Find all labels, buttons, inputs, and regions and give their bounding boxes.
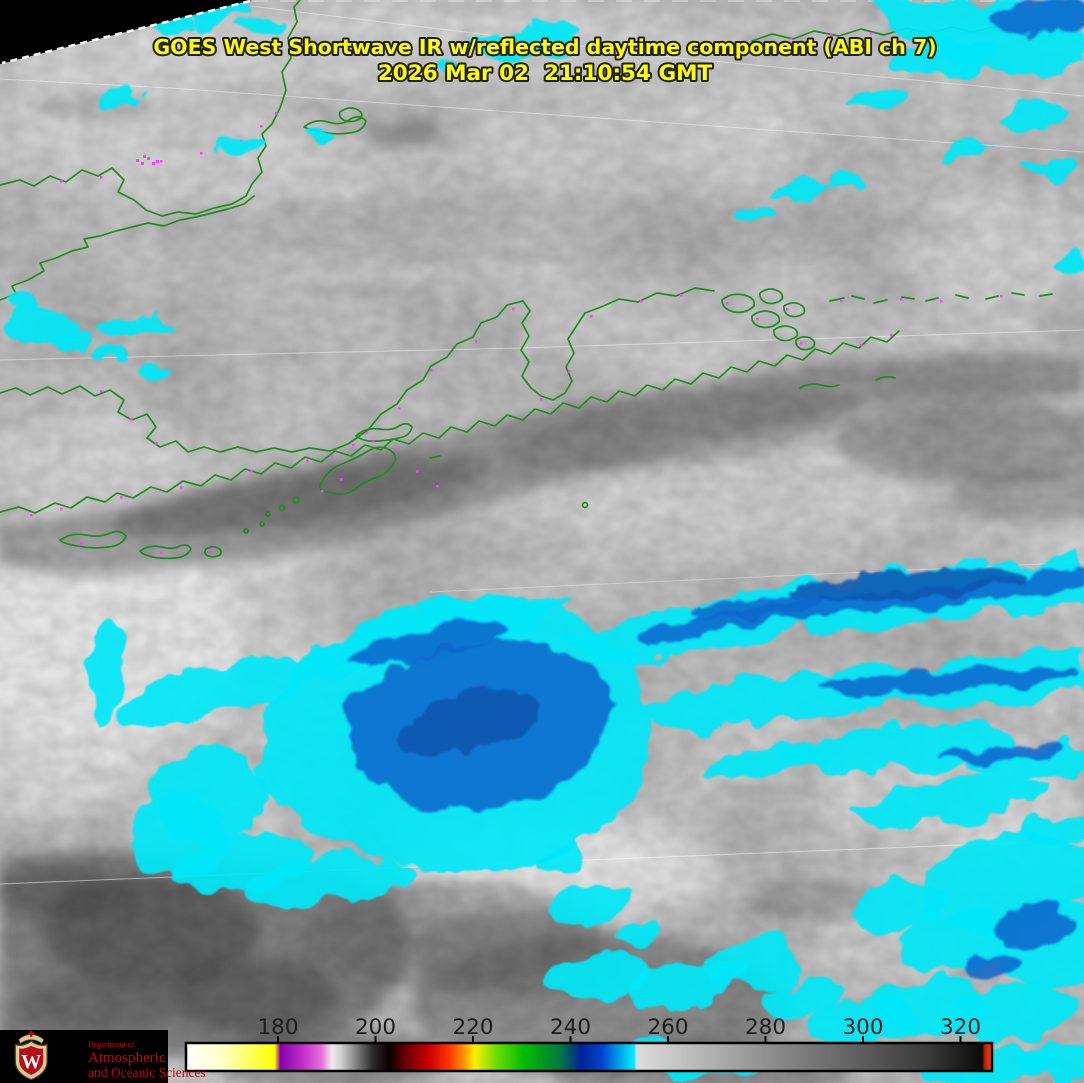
crest-inner-shield xyxy=(18,1044,45,1077)
coldest-cloud-blue-layer xyxy=(348,0,1084,980)
coastline-nw-mainland xyxy=(0,0,301,217)
coastline-southcentral xyxy=(584,287,715,314)
colorbar-tick-label: 200 xyxy=(355,1015,396,1040)
coastline-sw-islands xyxy=(59,530,127,549)
coastline-kodiak xyxy=(319,446,397,495)
coastline-island-dashes xyxy=(829,292,1053,304)
colorbar-tick-labels: 180 200 220 240 260 280 300 320 xyxy=(257,1015,981,1040)
logo-name-line2: and Oceanic Sciences xyxy=(88,1065,206,1080)
image-title-block: GOES West Shortwave IR w/reflected dayti… xyxy=(151,33,938,88)
colorbar-tick-label: 300 xyxy=(842,1015,883,1040)
image-title: GOES West Shortwave IR w/reflected dayti… xyxy=(153,35,936,59)
coastline-kuskokwim xyxy=(0,195,255,301)
colorbar-tick-label: 280 xyxy=(745,1015,786,1040)
coastline-overlay xyxy=(0,0,1084,560)
uw-aos-logo: W Department of Atmospheric and Oceanic … xyxy=(0,1030,206,1083)
scan-edge-dashed-line xyxy=(1,0,251,65)
logo-text-block: Department of Atmospheric and Oceanic Sc… xyxy=(88,1040,206,1080)
uw-crest: W xyxy=(14,1031,48,1081)
colorbar-tick-label: 180 xyxy=(257,1015,298,1040)
crest-letter: W xyxy=(21,1051,41,1073)
coastline-cook-inlet-west xyxy=(367,300,524,431)
colorbar-gradient-bar xyxy=(184,1041,994,1073)
coastline-cook-inlet xyxy=(520,300,586,401)
image-timestamp: 2026 Mar 02 21:10:54 GMT xyxy=(378,61,713,86)
colorbar-tick-label: 260 xyxy=(647,1015,688,1040)
logo-name-line1: Atmospheric xyxy=(88,1050,166,1066)
logo-dept-label: Department of xyxy=(88,1040,135,1049)
colorbar-tick-label: 220 xyxy=(452,1015,493,1040)
coastline-ak-peninsula xyxy=(0,330,900,514)
colorbar: 180 200 220 240 260 280 300 320 xyxy=(184,1015,994,1073)
scan-edge-wedge xyxy=(0,0,252,65)
colorbar-tick-label: 320 xyxy=(940,1015,981,1040)
coastline-bristol-north xyxy=(0,385,369,453)
coastline-afognak xyxy=(355,422,413,442)
colorbar-tick-label: 240 xyxy=(550,1015,591,1040)
